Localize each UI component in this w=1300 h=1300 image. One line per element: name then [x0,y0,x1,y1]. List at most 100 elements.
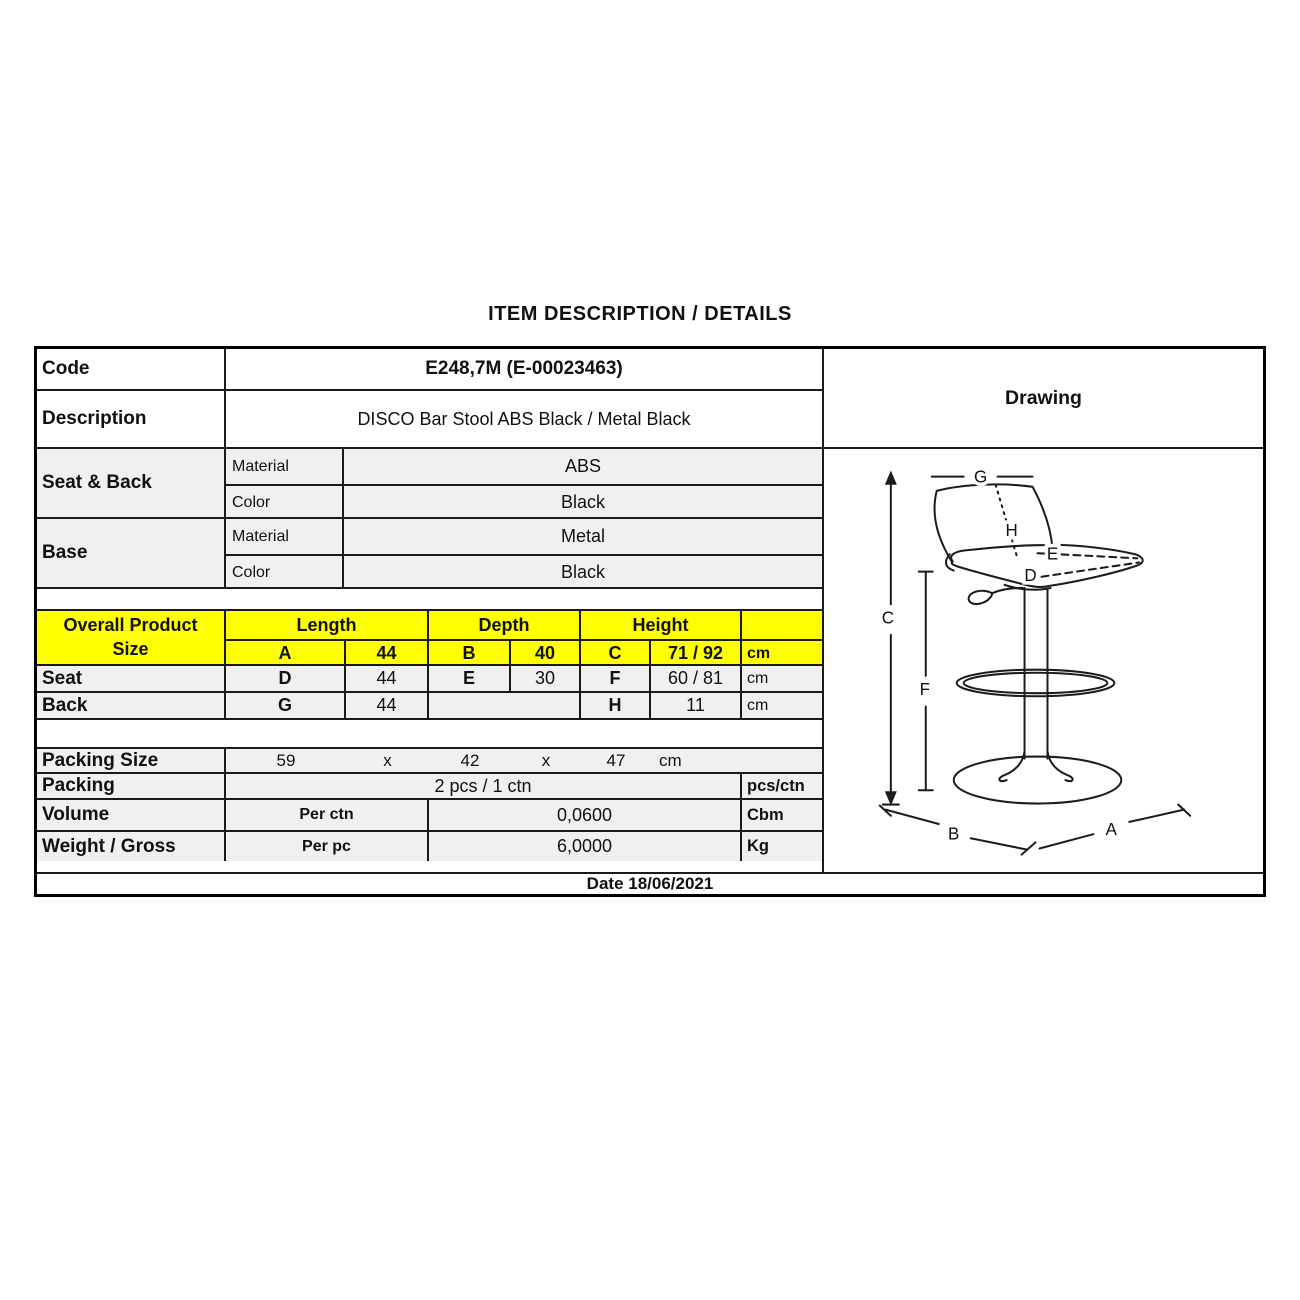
dim-label-d: D [1024,565,1036,585]
back-empty-cell [427,693,579,718]
size-header-block: Overall Product Size Length Depth Height… [37,609,822,666]
seat-size-row: Seat D 44 E 30 F 60 / 81 cm [37,664,822,691]
dim-val-c: 71 / 92 [649,641,740,666]
material-value: ABS [342,449,822,484]
dim-label-c: C [882,608,894,628]
back-unit: cm [740,693,822,718]
packing-size-label: Packing Size [42,749,159,771]
table-body: Code E248,7M (E-00023463) Description DI… [37,349,1263,872]
depth-header: Depth [427,611,579,639]
base-material-row: Material Metal [224,519,822,554]
drawing-title: Drawing [824,349,1263,449]
page-title: ITEM DESCRIPTION / DETAILS [488,303,792,325]
dim-key-h: H [579,693,649,718]
dim-val-h: 11 [649,693,740,718]
dim-line-b [878,804,1037,856]
stool-seat [950,543,1144,589]
packing-size-v2: 42 [460,750,480,770]
dim-line-c [881,470,900,806]
dim-val-e: 30 [509,666,579,691]
stool-lever [967,586,1024,606]
dim-label-b: B [948,823,959,843]
base-color-row: Color Black [224,554,822,589]
color-value: Black [342,556,822,589]
spacer-row [37,587,822,609]
dim-key-a: A [224,641,344,666]
packing-size-value: 59 x 42 x 47 cm [224,749,822,772]
color-value: Black [342,486,822,519]
overall-size-line2: Size [112,638,149,659]
date-value: Date 18/06/2021 [586,874,714,893]
code-row: Code E248,7M (E-00023463) [37,349,822,389]
dim-line-h [994,483,1018,557]
dim-val-b: 40 [509,641,579,666]
weight-label: Weight / Gross [42,835,176,857]
volume-unit: Cbm [740,800,822,830]
material-label: Material [224,449,342,484]
dim-line-a [1038,803,1192,850]
code-label: Code [42,358,90,379]
spacer-cell [37,720,822,747]
seat-label: Seat [42,667,83,689]
overall-size-label: Overall Product Size [37,611,224,664]
drawing-area: C F G H E D B A [824,449,1263,872]
volume-row: Volume Per ctn 0,0600 Cbm [37,798,822,830]
stool-backrest [933,483,1054,572]
dim-val-f: 60 / 81 [649,666,740,691]
stool-drawing: C F G H E D B A [878,463,1192,856]
overall-values-row: A 44 B 40 C 71 / 92 cm [224,639,822,666]
dim-val-d: 44 [344,666,427,691]
base-rows: Material Metal Color Black [224,519,822,589]
dim-key-f: F [579,666,649,691]
dim-label-h: H [1005,520,1017,540]
seat-back-material-row: Material ABS [224,449,822,484]
dim-key-e: E [427,666,509,691]
overall-unit: cm [740,641,822,666]
packing-size-x1: x [383,750,392,770]
seat-back-rows: Material ABS Color Black [224,449,822,519]
packing-row: Packing 2 pcs / 1 ctn pcs/ctn [37,772,822,798]
volume-per: Per ctn [224,800,427,830]
seat-back-section: Seat & Back Material ABS Color Black [37,447,822,519]
overall-size-line1: Overall Product [63,614,198,635]
weight-per: Per pc [224,832,427,861]
weight-value: 6,0000 [427,832,740,861]
stool-footrest-ring [955,668,1116,698]
date-row: Date 18/06/2021 [37,872,1263,894]
volume-label: Volume [42,804,110,825]
dim-key-b: B [427,641,509,666]
code-value: E248,7M (E-00023463) [224,349,822,389]
seat-back-label: Seat & Back [42,472,152,493]
material-label: Material [224,519,342,554]
packing-size-x2: x [541,750,551,770]
height-header: Height [579,611,740,639]
packing-label: Packing [42,775,115,796]
dim-label-e: E [1047,543,1058,563]
base-label: Base [42,542,88,563]
seat-back-color-row: Color Black [224,484,822,519]
dim-label-a: A [1106,819,1118,839]
description-value: DISCO Bar Stool ABS Black / Metal Black [224,391,822,447]
dim-label-g: G [974,467,987,487]
volume-value: 0,0600 [427,800,740,830]
length-header: Length [224,611,427,639]
spacer-cell [37,589,822,609]
back-size-row: Back G 44 H 11 cm [37,691,822,718]
stool-base [952,750,1123,805]
dim-label-f: F [920,679,930,699]
drawing-panel: Drawing [824,349,1263,872]
size-header-row: Length Depth Height [224,611,822,639]
dim-line-f [917,570,934,792]
spec-table: Code E248,7M (E-00023463) Description DI… [34,346,1266,897]
packing-unit: pcs/ctn [740,774,822,798]
weight-unit: Kg [740,832,822,861]
material-value: Metal [342,519,822,554]
packing-size-v3: 47 [606,750,626,770]
color-label: Color [224,556,342,589]
dim-line-e [1036,552,1139,560]
spacer-row [37,718,822,747]
dim-val-g: 44 [344,693,427,718]
packing-value: 2 pcs / 1 ctn [224,774,740,798]
base-section: Base Material Metal Color Black [37,517,822,589]
